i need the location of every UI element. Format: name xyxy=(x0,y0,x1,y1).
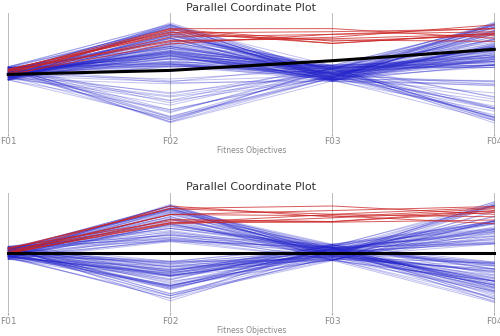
Title: Parallel Coordinate Plot: Parallel Coordinate Plot xyxy=(186,3,316,13)
Title: Parallel Coordinate Plot: Parallel Coordinate Plot xyxy=(186,182,316,192)
X-axis label: Fitness Objectives: Fitness Objectives xyxy=(216,326,286,335)
X-axis label: Fitness Objectives: Fitness Objectives xyxy=(216,146,286,155)
